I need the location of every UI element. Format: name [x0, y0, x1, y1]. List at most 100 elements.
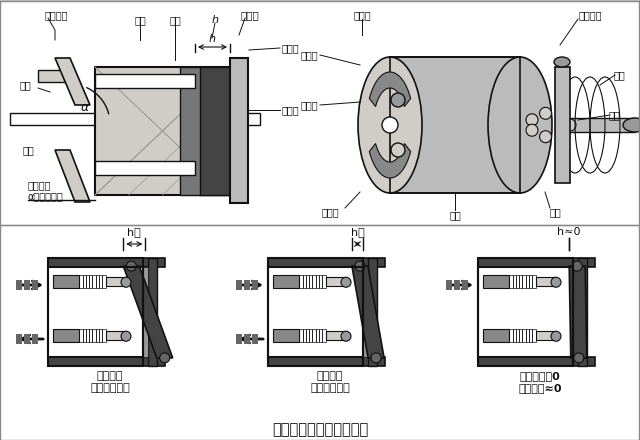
- Bar: [95, 74, 195, 88]
- Bar: [536, 277, 556, 286]
- Polygon shape: [55, 150, 90, 202]
- Bar: [478, 258, 603, 366]
- Bar: [319, 329, 322, 342]
- Bar: [536, 331, 556, 340]
- Text: 腰形槽: 腰形槽: [321, 207, 339, 217]
- Bar: [478, 357, 595, 366]
- Bar: [268, 258, 363, 366]
- Bar: [509, 275, 513, 288]
- Bar: [300, 275, 303, 288]
- Circle shape: [556, 110, 568, 121]
- Bar: [38, 70, 73, 82]
- Bar: [316, 275, 319, 288]
- Bar: [368, 258, 377, 366]
- Bar: [143, 267, 148, 357]
- Text: 輸出流量最大: 輸出流量最大: [90, 383, 130, 393]
- Bar: [48, 357, 165, 366]
- Bar: [32, 280, 38, 290]
- Text: h: h: [209, 34, 216, 44]
- Circle shape: [526, 124, 538, 136]
- Bar: [0, 0, 640, 225]
- Bar: [483, 275, 509, 288]
- Bar: [326, 277, 346, 286]
- Bar: [306, 275, 309, 288]
- Text: 變量機構: 變量機構: [45, 10, 68, 20]
- Text: 斜盤: 斜盤: [549, 207, 561, 217]
- Bar: [532, 329, 536, 342]
- Bar: [390, 57, 520, 193]
- Bar: [478, 258, 595, 267]
- Circle shape: [551, 277, 561, 287]
- Bar: [522, 329, 525, 342]
- Polygon shape: [55, 58, 90, 105]
- Bar: [95, 67, 230, 195]
- Circle shape: [126, 261, 136, 271]
- Ellipse shape: [623, 118, 640, 132]
- Bar: [48, 258, 165, 267]
- Circle shape: [341, 277, 351, 287]
- Polygon shape: [569, 266, 587, 358]
- Bar: [312, 275, 316, 288]
- Ellipse shape: [554, 57, 570, 67]
- Bar: [516, 275, 519, 288]
- Bar: [309, 329, 312, 342]
- Bar: [519, 275, 522, 288]
- Bar: [32, 334, 38, 344]
- Bar: [95, 329, 99, 342]
- Circle shape: [556, 128, 568, 140]
- Text: 排油腔: 排油腔: [282, 43, 300, 53]
- Bar: [322, 275, 326, 288]
- Bar: [83, 275, 86, 288]
- Circle shape: [121, 331, 131, 341]
- Bar: [0, 225, 640, 440]
- Text: 腰形槽: 腰形槽: [353, 10, 371, 20]
- Bar: [516, 329, 519, 342]
- Bar: [300, 329, 303, 342]
- Circle shape: [121, 277, 131, 287]
- Bar: [48, 267, 143, 357]
- Polygon shape: [352, 266, 384, 358]
- Bar: [529, 329, 532, 342]
- Bar: [454, 280, 460, 290]
- Polygon shape: [124, 266, 173, 358]
- Bar: [95, 275, 99, 288]
- Polygon shape: [555, 67, 570, 183]
- Bar: [522, 275, 525, 288]
- Text: 斜盤: 斜盤: [22, 145, 34, 155]
- Text: 泵軸: 泵軸: [613, 70, 625, 80]
- Bar: [148, 258, 157, 366]
- Ellipse shape: [358, 57, 422, 193]
- Bar: [565, 118, 635, 132]
- Text: 泵軸: 泵軸: [19, 80, 31, 90]
- Text: 缸體: 缸體: [169, 15, 181, 25]
- Text: 斜盤角約為0: 斜盤角約為0: [520, 371, 561, 381]
- Circle shape: [540, 107, 552, 119]
- Bar: [16, 334, 22, 344]
- Bar: [525, 329, 529, 342]
- Bar: [89, 329, 92, 342]
- Bar: [578, 258, 587, 366]
- Bar: [53, 275, 79, 288]
- Bar: [200, 67, 230, 195]
- Bar: [316, 329, 319, 342]
- Bar: [86, 329, 89, 342]
- Circle shape: [341, 331, 351, 341]
- Bar: [99, 275, 102, 288]
- Polygon shape: [369, 143, 411, 178]
- Bar: [303, 275, 306, 288]
- Bar: [106, 331, 126, 340]
- Text: 配油盤: 配油盤: [241, 10, 259, 20]
- Bar: [273, 275, 300, 288]
- Bar: [322, 329, 326, 342]
- Text: α角大小可變: α角大小可變: [28, 191, 64, 201]
- Bar: [244, 280, 250, 290]
- Bar: [252, 334, 258, 344]
- Bar: [573, 267, 578, 357]
- Bar: [86, 275, 89, 288]
- Bar: [252, 280, 258, 290]
- Bar: [92, 275, 95, 288]
- Bar: [509, 329, 513, 342]
- Circle shape: [551, 331, 561, 341]
- Bar: [268, 258, 393, 366]
- Text: 吸油腔: 吸油腔: [282, 105, 300, 115]
